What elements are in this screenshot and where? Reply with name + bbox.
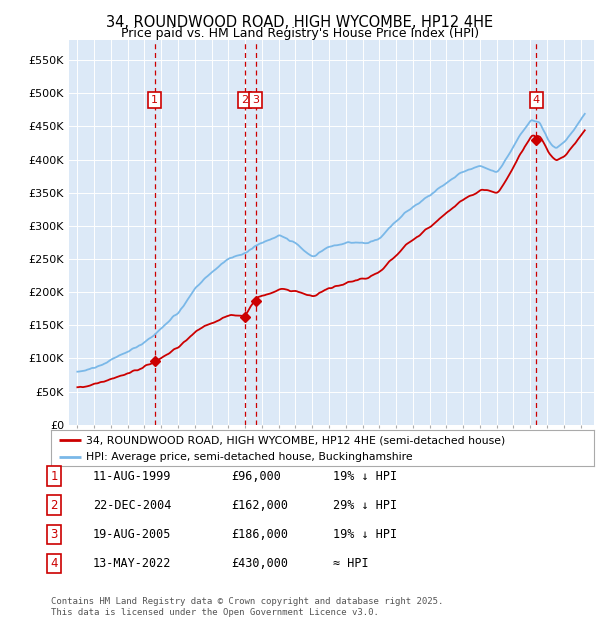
Text: 4: 4 [533, 95, 540, 105]
Text: £162,000: £162,000 [231, 499, 288, 511]
Text: 13-MAY-2022: 13-MAY-2022 [93, 557, 172, 570]
Text: 34, ROUNDWOOD ROAD, HIGH WYCOMBE, HP12 4HE: 34, ROUNDWOOD ROAD, HIGH WYCOMBE, HP12 4… [106, 15, 494, 30]
Text: £430,000: £430,000 [231, 557, 288, 570]
Text: 22-DEC-2004: 22-DEC-2004 [93, 499, 172, 511]
Text: HPI: Average price, semi-detached house, Buckinghamshire: HPI: Average price, semi-detached house,… [86, 452, 413, 463]
Text: 11-AUG-1999: 11-AUG-1999 [93, 470, 172, 482]
Text: Contains HM Land Registry data © Crown copyright and database right 2025.
This d: Contains HM Land Registry data © Crown c… [51, 598, 443, 617]
Text: £186,000: £186,000 [231, 528, 288, 541]
Text: 29% ↓ HPI: 29% ↓ HPI [333, 499, 397, 511]
Text: ≈ HPI: ≈ HPI [333, 557, 368, 570]
Text: 19-AUG-2005: 19-AUG-2005 [93, 528, 172, 541]
Text: 3: 3 [50, 528, 58, 541]
Text: 4: 4 [50, 557, 58, 570]
Text: £96,000: £96,000 [231, 470, 281, 482]
Text: 19% ↓ HPI: 19% ↓ HPI [333, 528, 397, 541]
Text: 1: 1 [151, 95, 158, 105]
Text: 19% ↓ HPI: 19% ↓ HPI [333, 470, 397, 482]
Text: 3: 3 [252, 95, 259, 105]
Text: Price paid vs. HM Land Registry's House Price Index (HPI): Price paid vs. HM Land Registry's House … [121, 27, 479, 40]
Text: 2: 2 [241, 95, 248, 105]
Text: 2: 2 [50, 499, 58, 511]
Text: 1: 1 [50, 470, 58, 482]
Text: 34, ROUNDWOOD ROAD, HIGH WYCOMBE, HP12 4HE (semi-detached house): 34, ROUNDWOOD ROAD, HIGH WYCOMBE, HP12 4… [86, 435, 506, 445]
